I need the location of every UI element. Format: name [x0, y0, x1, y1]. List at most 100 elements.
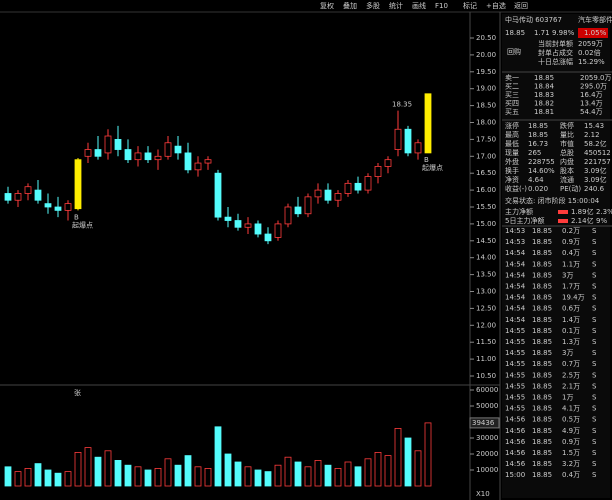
toolbar-button[interactable]: 画线	[412, 1, 426, 10]
candle-body	[314, 189, 322, 198]
tick-side: S	[592, 271, 597, 279]
tick-time: 14:56	[505, 416, 526, 424]
price-tick-label: 14.00	[476, 254, 496, 262]
volume-tick-label: 60000	[476, 386, 498, 394]
tick-time: 14:56	[505, 449, 526, 457]
tick-time: 14:55	[505, 405, 525, 413]
tick-volume: 1万	[562, 394, 573, 402]
toolbar-button[interactable]: 统计	[389, 1, 403, 10]
candle-body	[194, 162, 202, 171]
flow-value: 1.89亿	[571, 207, 594, 216]
candle-body	[264, 233, 272, 242]
book-level: 买四	[505, 100, 519, 108]
candle-body	[154, 155, 162, 161]
book-volume: 13.4万	[580, 100, 603, 108]
tick-side: S	[592, 460, 597, 468]
tick-volume: 0.9万	[562, 238, 580, 246]
stat-label: 流通	[560, 175, 574, 184]
tick-price: 18.85	[532, 394, 552, 402]
candle-body	[14, 193, 22, 201]
signal-label: 起爆点	[422, 163, 443, 172]
tick-time: 14:54	[505, 260, 526, 268]
candle-body	[84, 149, 92, 157]
tick-time: 14:56	[505, 460, 526, 468]
tick-price: 18.85	[532, 238, 552, 246]
tick-price: 18.85	[532, 249, 552, 257]
stat-value: 16.73	[528, 140, 548, 148]
price-tick-label: 16.00	[476, 186, 496, 194]
price-tick-label: 18.50	[476, 102, 496, 110]
price-tick-label: 12.50	[476, 304, 496, 312]
price-tick-label: 11.50	[476, 338, 496, 346]
stat-label: 最高	[505, 130, 519, 139]
stat-value: 221757	[584, 158, 611, 166]
tick-side: S	[592, 316, 597, 324]
stat-value: 14.60%	[528, 167, 555, 175]
change-pct: 9.98%	[552, 29, 575, 37]
toolbar-button[interactable]: +自选	[486, 1, 506, 10]
volume-bar	[14, 471, 22, 487]
candle-body	[254, 223, 262, 235]
tick-price: 18.85	[532, 271, 552, 279]
book-level: 买三	[505, 91, 519, 99]
candle-body	[4, 193, 12, 201]
candle-body	[64, 203, 72, 211]
trade-status: 交易状态: 闭市阶段 15:00:04	[505, 196, 600, 205]
stat-label: 换手	[505, 166, 519, 175]
candle-body	[284, 206, 292, 225]
tick-side: S	[592, 238, 597, 246]
toolbar-button[interactable]: 标记	[463, 1, 477, 10]
candle-body	[224, 216, 232, 221]
tick-volume: 0.4万	[562, 249, 580, 257]
volume-tick-label: 20000	[476, 450, 498, 458]
flow-label: 主力净额	[505, 207, 533, 216]
candle-body	[304, 196, 312, 215]
tick-volume: 0.9万	[562, 438, 580, 446]
tick-time: 14:54	[505, 294, 526, 302]
candle-body	[404, 128, 412, 154]
volume-bar	[394, 427, 402, 487]
candle-body	[424, 93, 432, 154]
candle-body	[374, 166, 382, 177]
tick-time: 14:55	[505, 349, 525, 357]
volume-bar	[254, 469, 262, 487]
candle-body	[104, 135, 112, 154]
stat-label: 外盘	[505, 157, 519, 166]
tick-side: S	[592, 382, 597, 390]
stat-value: 58.2亿	[584, 139, 607, 148]
toolbar-button[interactable]: 叠加	[343, 1, 357, 10]
tick-time: 14:53	[505, 227, 525, 235]
tick-volume: 0.4万	[562, 471, 580, 479]
tick-time: 14:54	[505, 249, 526, 257]
book-level: 买二	[505, 83, 519, 91]
candle-body	[144, 152, 152, 161]
candle-body	[44, 203, 52, 208]
tick-side: S	[592, 249, 597, 257]
stat-value: 3.09亿	[584, 166, 607, 175]
volume-bar	[384, 455, 392, 487]
tick-side: S	[592, 227, 597, 235]
price-tick-label: 14.50	[476, 237, 496, 245]
volume-bar	[74, 451, 82, 487]
candle-body	[364, 176, 372, 191]
volume-bar	[154, 467, 162, 487]
candle-body	[204, 159, 212, 164]
tick-time: 14:55	[505, 338, 525, 346]
stat-value: 2.12	[584, 131, 600, 139]
toolbar-button[interactable]: 复权	[320, 1, 334, 10]
seal-label: 封单占成交	[538, 48, 573, 57]
turn-badge: 1.05%	[584, 29, 607, 37]
volume-bar	[294, 461, 302, 487]
toolbar-button[interactable]: F10	[435, 2, 448, 10]
tick-time: 14:55	[505, 371, 525, 379]
tick-price: 18.85	[532, 305, 552, 313]
volume-bar	[184, 455, 192, 487]
price-tick-label: 20.50	[476, 34, 496, 42]
volume-tick-label: 30000	[476, 434, 498, 442]
tick-price: 18.85	[532, 449, 552, 457]
tick-price: 18.85	[532, 360, 552, 368]
toolbar-button[interactable]: 多股	[366, 1, 380, 10]
tick-side: S	[592, 327, 597, 335]
toolbar-button[interactable]: 返回	[514, 2, 528, 10]
volume-bar	[24, 467, 32, 487]
